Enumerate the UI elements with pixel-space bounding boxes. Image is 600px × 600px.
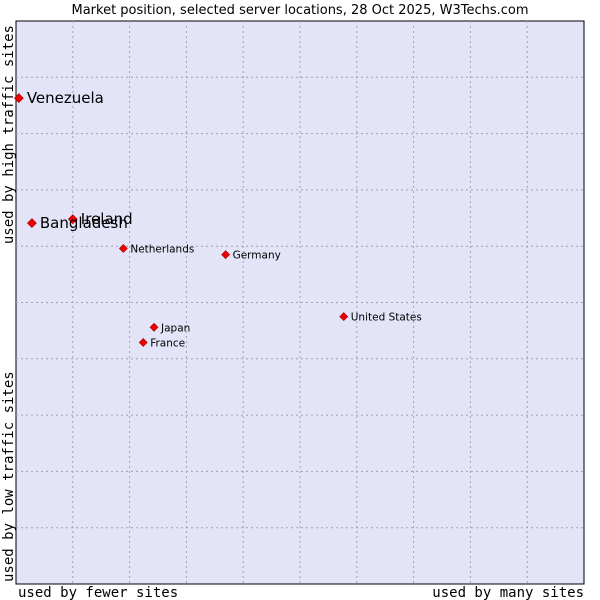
point-marker-united-states	[339, 312, 349, 321]
point-marker-france	[138, 338, 148, 347]
point-label-netherlands: Netherlands	[130, 243, 194, 255]
point-label-ireland: Ireland	[81, 210, 133, 228]
point-label-venezuela: Venezuela	[27, 89, 104, 107]
point-marker-bangladesh	[26, 218, 37, 229]
y-axis-label-bottom: used by low traffic sites	[1, 371, 17, 582]
grid-lines	[16, 21, 584, 584]
point-marker-japan	[149, 322, 159, 332]
x-axis-label-left: used by fewer sites	[18, 585, 178, 600]
y-axis-label-top: used by high traffic sites	[1, 25, 17, 244]
point-label-france: France	[150, 337, 185, 349]
chart-title: Market position, selected server locatio…	[71, 3, 528, 18]
point-label-japan: Japan	[160, 322, 190, 334]
point-marker-germany	[221, 250, 231, 260]
point-marker-ireland	[67, 214, 78, 225]
point-label-bangladesh: Bangladesh	[40, 214, 128, 232]
point-marker-venezuela	[13, 93, 24, 104]
x-axis-label-right: used by many sites	[432, 585, 584, 600]
point-label-united-states: United States	[351, 312, 422, 324]
point-marker-netherlands	[118, 244, 128, 253]
point-label-germany: Germany	[233, 250, 281, 262]
